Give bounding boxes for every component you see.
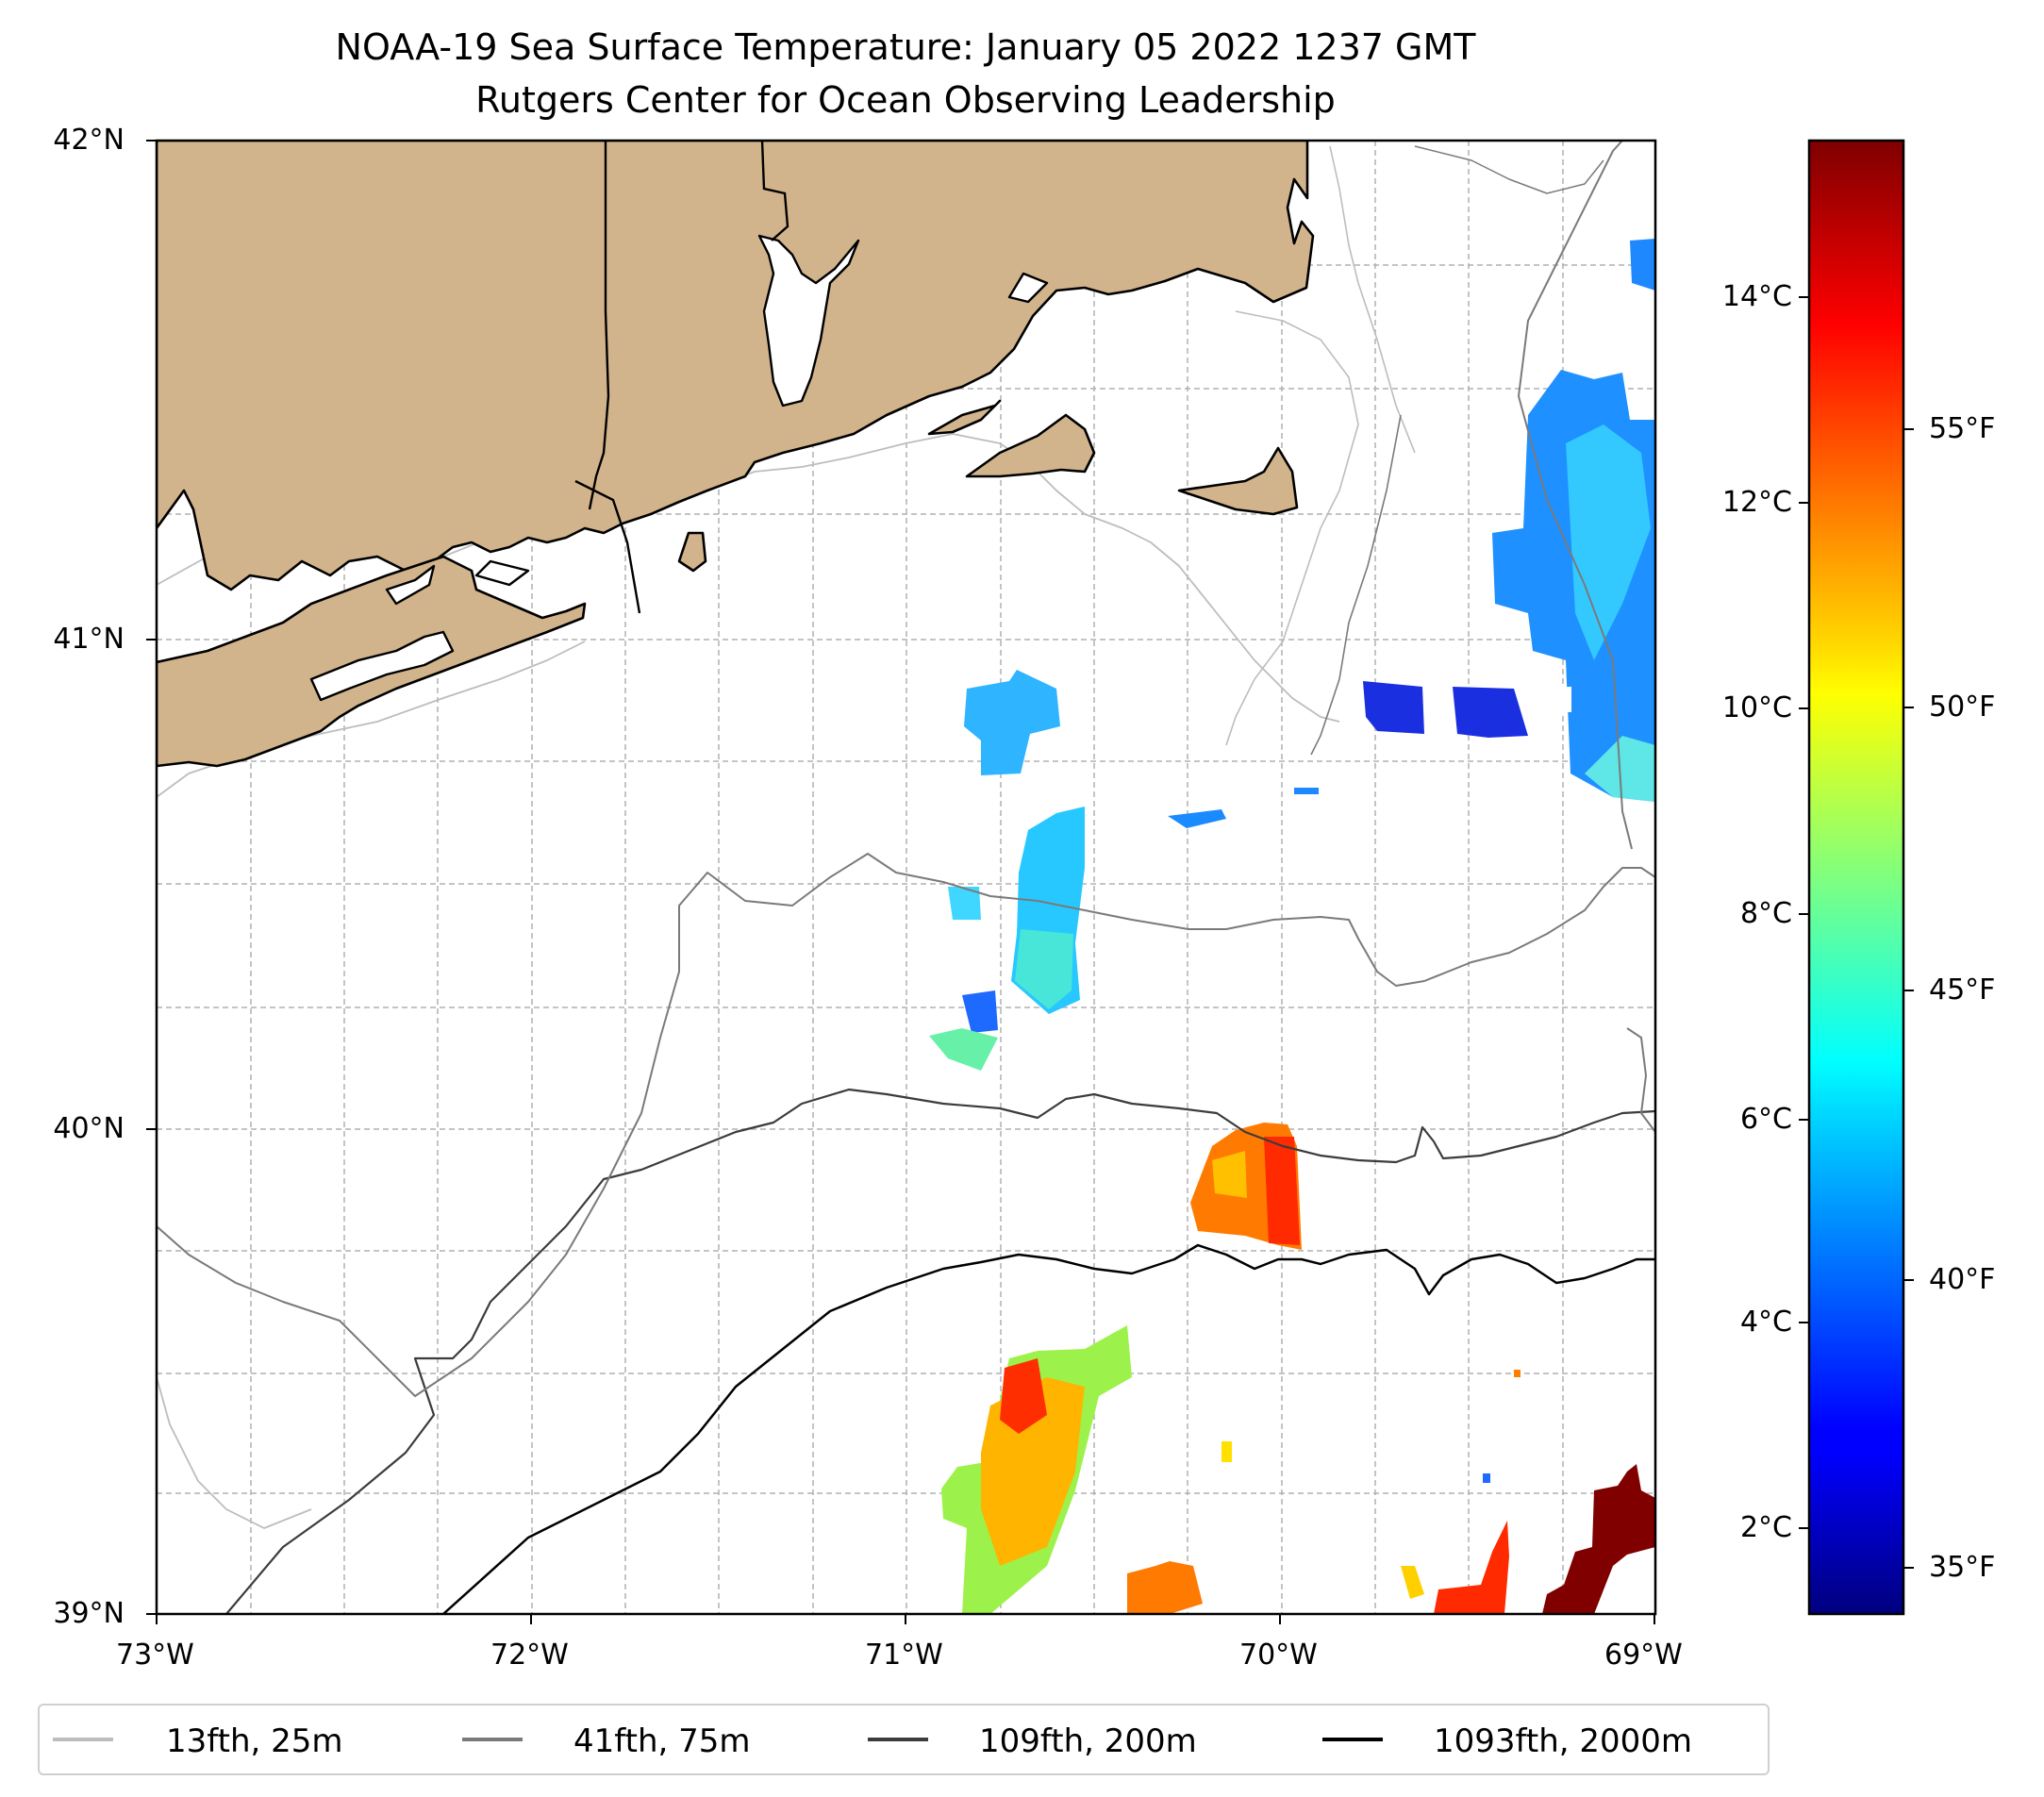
legend-label-2000m: 1093fth, 2000m <box>1434 1722 1693 1760</box>
colorbar-fahrenheit-label: 50°F <box>1929 691 1996 724</box>
lon-label: 71°W <box>865 1639 943 1672</box>
legend-line-200m <box>868 1738 928 1741</box>
legend-line-2000m <box>1322 1738 1383 1741</box>
colorbar-celsius-label: 10°C <box>1721 691 1792 724</box>
lat-label: 39°N <box>53 1597 125 1630</box>
legend-line-75m <box>462 1738 523 1741</box>
sst-patch-small-cyan-north <box>964 670 1060 775</box>
lon-label: 70°W <box>1239 1639 1318 1672</box>
contour-75m <box>157 853 1655 1397</box>
legend-label-25m: 13fth, 25m <box>166 1722 343 1760</box>
lat-label: 41°N <box>53 623 125 656</box>
land-marthas-vineyard <box>965 413 1096 478</box>
map-title-line1: NOAA-19 Sea Surface Temperature: January… <box>335 26 1476 68</box>
contour-25m <box>157 1376 312 1529</box>
colorbar-celsius-label: 14°C <box>1721 280 1792 313</box>
colorbar-fahrenheit-label: 45°F <box>1929 973 1996 1007</box>
contour-200m <box>225 1088 1655 1614</box>
lon-label: 72°W <box>490 1639 569 1672</box>
lon-label: 69°W <box>1604 1639 1683 1672</box>
colorbar-fahrenheit-label: 35°F <box>1929 1551 1996 1584</box>
colorbar-celsius-label: 12°C <box>1721 486 1792 519</box>
colorbar-celsius-label: 2°C <box>1739 1511 1792 1544</box>
bathymetry-contours <box>157 141 1655 1614</box>
bays <box>309 234 1049 702</box>
colorbar-celsius-label: 4°C <box>1739 1306 1792 1339</box>
land-block-island <box>677 531 707 573</box>
colorbar <box>1807 139 1905 1616</box>
colorbar-ticks <box>1799 296 1914 1569</box>
contour-legend: 13fth, 25m 41fth, 75m 109fth, 200m 1093f… <box>38 1704 1770 1775</box>
legend-label-75m: 41fth, 75m <box>573 1722 751 1760</box>
colorbar-fahrenheit-label: 55°F <box>1929 412 1996 445</box>
colorbar-fahrenheit-label: 40°F <box>1929 1263 1996 1296</box>
lon-label: 73°W <box>116 1639 194 1672</box>
map-title-line2: Rutgers Center for Ocean Observing Leade… <box>475 79 1336 121</box>
state-borders <box>574 141 789 614</box>
lat-label: 40°N <box>53 1112 125 1145</box>
lat-label: 42°N <box>53 124 125 157</box>
legend-label-200m: 109fth, 200m <box>979 1722 1197 1760</box>
sst-patch-southeast-darkred <box>1542 1464 1655 1614</box>
colorbar-celsius-label: 8°C <box>1739 897 1792 930</box>
land-nantucket <box>1177 446 1299 516</box>
legend-line-25m <box>53 1738 113 1741</box>
land-new-england <box>157 141 1315 591</box>
narragansett-bay <box>757 234 860 408</box>
colorbar-celsius-label: 6°C <box>1739 1103 1792 1136</box>
axis-ticks <box>146 140 1655 1624</box>
contour-2000m <box>442 1243 1655 1614</box>
great-south-bay <box>309 630 455 702</box>
